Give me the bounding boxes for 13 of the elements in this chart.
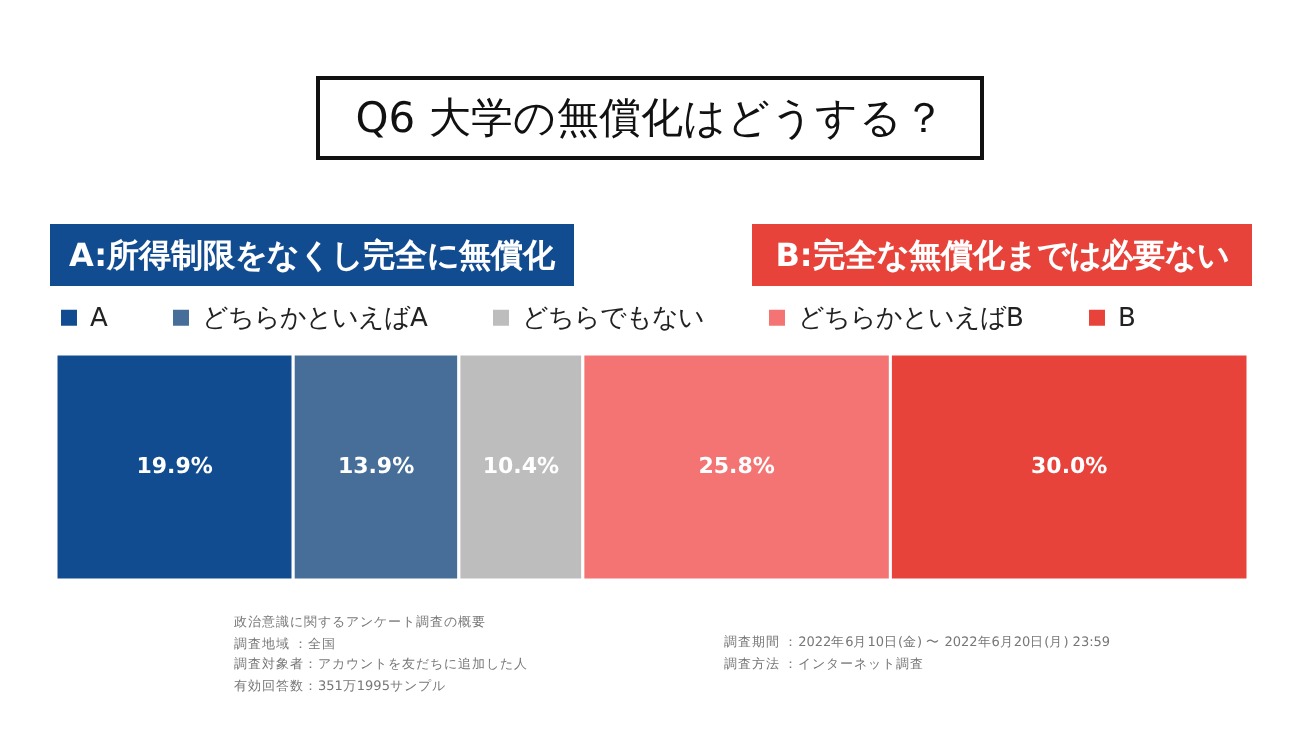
data-label: 13.9% (337, 453, 415, 479)
legend-label: A (90, 303, 108, 334)
data-label: 10.4% (482, 453, 560, 479)
legend-label: どちらでもない (522, 303, 704, 334)
text: A:所得制限をなくし完全に無償化 (50, 224, 574, 286)
data-label: 30.0% (1031, 453, 1108, 479)
data-label: 19.9% (136, 453, 213, 479)
legend-label: どちらかといえばA (202, 303, 428, 334)
data-label: 25.8% (698, 453, 775, 479)
legend-label: B (1118, 303, 1136, 334)
legend-label: どちらかといえばB (798, 303, 1024, 334)
chart-title: Q6 大学の無償化はどうする？ (316, 76, 984, 160)
text: B:完全な無償化までは必要ない (752, 224, 1252, 286)
